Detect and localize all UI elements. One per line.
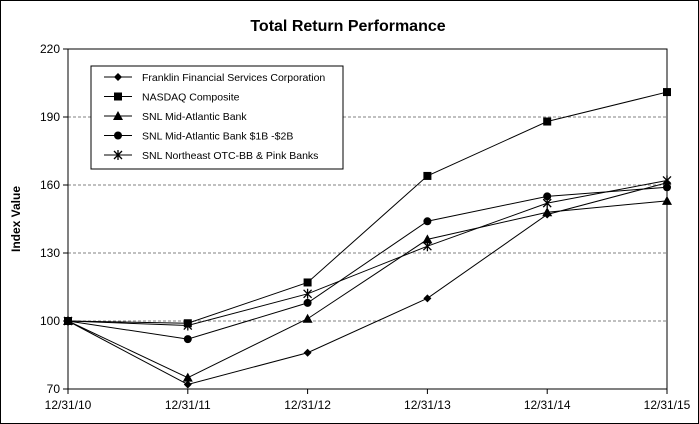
data-point — [423, 294, 432, 303]
legend-item: Franklin Financial Services Corporation — [104, 72, 325, 84]
data-point — [663, 183, 671, 192]
data-point — [662, 175, 672, 186]
series-line — [67, 91, 668, 324]
x-tick-label: 12/31/11 — [165, 398, 211, 412]
legend-label: SNL Mid-Atlantic Bank — [142, 111, 247, 123]
legend: Franklin Financial Services Corporation N… — [90, 65, 344, 170]
legend-label: SNL Mid-Atlantic Bank $1B -$2B — [142, 131, 293, 143]
x-tick-label: 12/31/10 — [45, 398, 92, 412]
series-line — [67, 200, 668, 379]
data-point — [183, 335, 192, 344]
data-point — [663, 88, 671, 97]
data-point — [542, 207, 553, 217]
data-point — [183, 380, 192, 389]
data-point — [542, 198, 552, 209]
data-point — [423, 171, 432, 180]
legend-item: NASDAQ Composite — [104, 92, 240, 104]
axes: 70 100 130 160 190 220 12/31/10 12/31/11 12/31/1… — [40, 42, 691, 412]
series-line — [67, 179, 668, 327]
data-point — [303, 298, 312, 307]
data-point — [662, 195, 672, 205]
series-5 — [63, 175, 672, 331]
legend-label: Franklin Financial Services Corporation — [142, 72, 325, 84]
legend-item: SNL Northeast OTC-BB & Pink Banks — [104, 150, 318, 162]
x-tick-label: 12/31/15 — [644, 398, 691, 412]
y-tick-label: 220 — [40, 42, 60, 56]
x-tick-label: 12/31/14 — [524, 398, 571, 412]
data-point — [302, 313, 313, 323]
y-tick-label: 70 — [47, 382, 61, 396]
series-group — [63, 88, 672, 389]
data-point — [422, 234, 433, 244]
series-1 — [64, 178, 671, 389]
y-tick-label: 100 — [40, 314, 60, 328]
plot-area — [67, 48, 668, 390]
data-point — [183, 320, 193, 331]
data-point — [303, 278, 312, 287]
legend-item: SNL Mid-Atlantic Bank — [104, 111, 247, 123]
legend-marker — [114, 92, 122, 101]
legend-label: SNL Northeast OTC-BB & Pink Banks — [142, 150, 318, 162]
series-3 — [63, 195, 672, 382]
y-tick-label: 190 — [40, 110, 60, 124]
data-point — [303, 348, 312, 357]
legend-marker — [113, 111, 123, 120]
data-point — [543, 192, 552, 201]
data-point — [422, 241, 432, 252]
legend-marker — [114, 131, 122, 140]
series-4 — [64, 183, 671, 344]
series-line — [67, 186, 668, 340]
x-tick-label: 12/31/12 — [284, 398, 331, 412]
x-tick-label: 12/31/13 — [404, 398, 451, 412]
data-point — [182, 372, 193, 382]
data-point — [303, 288, 313, 299]
y-tick-label: 160 — [40, 178, 60, 192]
data-point — [63, 316, 73, 326]
legend-label: NASDAQ Composite — [142, 92, 240, 104]
y-tick-label: 130 — [40, 246, 60, 260]
chart-title: Total Return Performance — [250, 18, 445, 35]
legend-marker — [114, 73, 122, 81]
series-line — [67, 182, 668, 386]
data-point — [423, 217, 432, 226]
legend-marker — [113, 150, 123, 160]
data-point — [543, 117, 552, 126]
y-axis-label: Index Value — [9, 186, 23, 252]
legend-item: SNL Mid-Atlantic Bank $1B -$2B — [104, 131, 293, 143]
legend-box — [90, 65, 344, 170]
